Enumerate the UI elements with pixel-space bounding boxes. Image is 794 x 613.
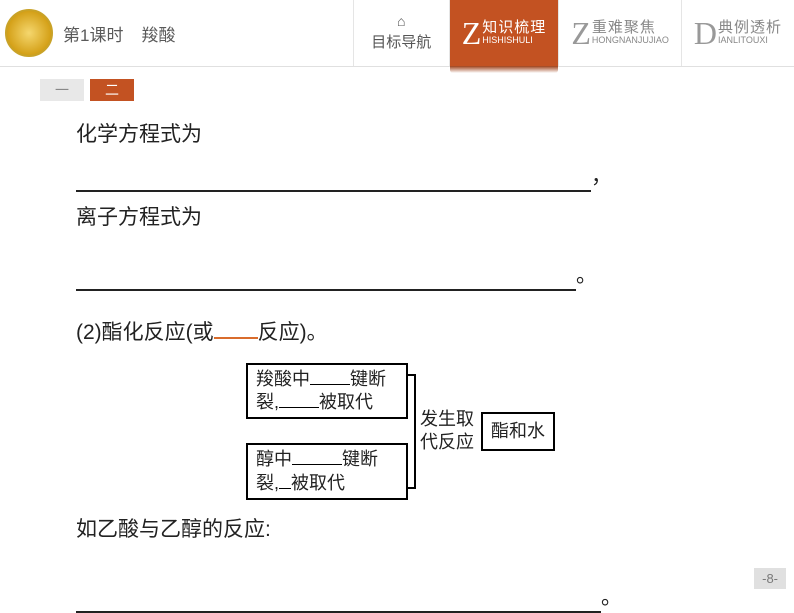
blank <box>310 384 350 385</box>
tab-zhishi[interactable]: Z 知识梳理 HISHISHULI <box>449 0 559 66</box>
lesson-number: 第1课时 <box>63 21 123 46</box>
tab-home-label: 目标导航 <box>371 31 431 52</box>
home-icon: ⌂ <box>397 14 405 28</box>
logo <box>5 9 53 57</box>
content: 化学方程式为 ， 离子方程式为 。 (2)酯化反应(或反应)。 羧酸中键断 裂,… <box>0 101 794 613</box>
blank <box>279 488 291 489</box>
blank-line <box>76 269 576 291</box>
tab-letter: Z <box>462 17 482 49</box>
tab-py: HISHISHULI <box>482 36 546 46</box>
tab-py: IANLITOUXI <box>718 36 782 46</box>
item-2: (2)酯化反应(或反应)。 <box>76 317 718 349</box>
page-number: -8- <box>754 568 786 589</box>
header: 第1课时 羧酸 ⌂ 目标导航 Z 知识梳理 HISHISHULI Z 重难聚焦 … <box>0 0 794 67</box>
tab-cn: 重难聚焦 <box>592 20 669 37</box>
tab-letter: D <box>694 17 717 49</box>
example-blank: 。 <box>76 582 718 613</box>
blank-line <box>76 170 591 192</box>
box-alcohol: 醇中键断 裂,被取代 <box>246 443 408 500</box>
nav-tabs: ⌂ 目标导航 Z 知识梳理 HISHISHULI Z 重难聚焦 HONGNANJ… <box>353 0 794 66</box>
tab-home[interactable]: ⌂ 目标导航 <box>353 0 449 66</box>
chem-eq-blank: ， <box>76 161 718 193</box>
lesson-info: 第1课时 羧酸 <box>63 21 353 46</box>
blank-line <box>76 591 601 613</box>
chem-eq-label: 化学方程式为 <box>76 119 718 151</box>
tab-py: HONGNANJUJIAO <box>592 36 669 46</box>
sub-tab-2[interactable]: 二 <box>90 79 134 101</box>
tab-cn: 典例透析 <box>718 20 782 37</box>
tab-letter: Z <box>571 17 591 49</box>
box-product: 酯和水 <box>481 412 555 451</box>
tab-text-group: 典例透析 IANLITOUXI <box>718 20 782 46</box>
tab-dianli[interactable]: D 典例透析 IANLITOUXI <box>681 0 794 66</box>
blank <box>292 464 342 465</box>
tab-text-group: 重难聚焦 HONGNANJUJIAO <box>592 20 669 46</box>
orange-blank <box>214 321 258 339</box>
ion-eq-label: 离子方程式为 <box>76 202 718 234</box>
tab-cn: 知识梳理 <box>482 20 546 37</box>
ion-eq-blank: 。 <box>76 260 718 292</box>
diagram-mid: 发生取 代反应 <box>416 408 478 455</box>
example-label: 如乙酸与乙醇的反应: <box>76 514 718 546</box>
bracket <box>408 374 416 490</box>
diagram-left: 羧酸中键断 裂,被取代 醇中键断 裂,被取代 <box>246 363 408 501</box>
blank <box>279 407 319 408</box>
sub-tabs: 一 二 <box>40 79 794 101</box>
box-acid: 羧酸中键断 裂,被取代 <box>246 363 408 420</box>
tab-zhongnan[interactable]: Z 重难聚焦 HONGNANJUJIAO <box>558 0 681 66</box>
diagram: 羧酸中键断 裂,被取代 醇中键断 裂,被取代 发生取 代反应 酯和水 <box>246 363 718 501</box>
sub-tab-1[interactable]: 一 <box>40 79 84 101</box>
tab-text-group: 知识梳理 HISHISHULI <box>482 20 546 46</box>
lesson-topic: 羧酸 <box>141 21 175 46</box>
